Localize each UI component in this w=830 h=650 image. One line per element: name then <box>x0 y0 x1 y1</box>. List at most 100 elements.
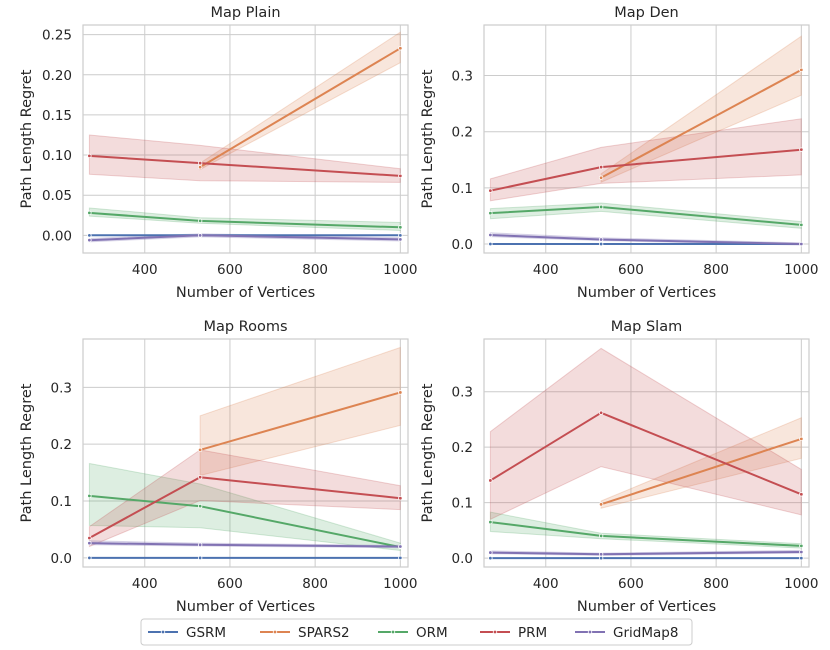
x-tick-label: 800 <box>302 576 328 592</box>
data-point-gridmap8 <box>398 544 403 549</box>
axes-frame <box>483 24 810 254</box>
panel-map-plain: 400 600 800 1000 0.00 0.05 0.10 0.15 0.20 0.25 Map… <box>19 5 418 301</box>
chart-title: Map Slam <box>611 319 682 335</box>
x-tick-label: 1000 <box>383 262 417 278</box>
chart-title: Map Plain <box>210 5 280 21</box>
x-tick-label: 800 <box>703 576 729 592</box>
data-point-spars2 <box>398 390 403 395</box>
y-tick-label: 0.2 <box>51 437 72 453</box>
y-tick-label: 0.1 <box>51 494 72 510</box>
band-orm <box>88 207 401 232</box>
data-point-gridmap8 <box>87 237 92 243</box>
bands-map-den <box>489 35 802 246</box>
data-point-gsrm <box>598 555 604 561</box>
y-tick-label: 0.1 <box>452 181 473 197</box>
legend-item-spars2: SPARS2 <box>260 625 350 641</box>
data-point-gsrm <box>197 555 203 561</box>
lines-map-rooms <box>87 390 403 561</box>
legend-box <box>140 618 693 646</box>
data-point-prm <box>488 188 493 193</box>
x-tick-label: 1000 <box>784 262 818 278</box>
legend-marker-gsrm <box>160 629 166 635</box>
data-point-gsrm <box>488 555 493 561</box>
legend-item-orm: ORM <box>378 625 448 641</box>
y-axis-label: Path Length Regret <box>19 69 35 208</box>
x-axis-label: Number of Vertices <box>577 285 716 301</box>
data-point-prm <box>87 153 92 159</box>
legend-label: GridMap8 <box>613 625 678 641</box>
x-axis-label: Number of Vertices <box>176 285 315 301</box>
data-point-gridmap8 <box>488 550 493 555</box>
data-point-spars2 <box>197 164 203 170</box>
data-point-orm <box>799 222 804 228</box>
data-point-gridmap8 <box>197 542 203 548</box>
lines-map-slam <box>488 410 804 561</box>
bands-map-plain <box>88 31 401 243</box>
data-point-gsrm <box>799 555 804 561</box>
data-point-spars2 <box>398 46 403 51</box>
y-tick-label: 0.25 <box>42 28 72 44</box>
legend-marker-gridmap8 <box>587 629 593 635</box>
y-tick-label: 0.10 <box>42 148 72 164</box>
x-axis-label: Number of Vertices <box>176 599 315 615</box>
data-point-spars2 <box>197 447 203 453</box>
data-point-prm <box>799 492 804 497</box>
data-point-orm <box>488 519 493 525</box>
bands-map-rooms <box>88 346 401 559</box>
y-tick-label: 0.20 <box>42 68 72 84</box>
lines-map-plain <box>87 46 403 243</box>
x-tick-label: 800 <box>703 262 729 278</box>
data-point-prm <box>197 474 203 480</box>
data-point-gridmap8 <box>87 540 92 546</box>
data-point-gsrm <box>87 555 92 561</box>
data-point-gsrm <box>398 233 403 238</box>
panel-map-slam: 400 600 800 1000 0.0 0.1 0.2 0.3 Map Slam Number … <box>420 319 819 615</box>
y-tick-label: 0.0 <box>452 237 473 253</box>
series-line-spars2 <box>600 437 802 506</box>
x-tick-label: 400 <box>533 576 559 592</box>
data-point-prm <box>197 160 203 166</box>
x-tick-label: 400 <box>533 262 559 278</box>
legend-label: SPARS2 <box>298 625 350 641</box>
band-prm <box>489 347 802 521</box>
x-tick-label: 600 <box>618 576 644 592</box>
x-tick-label: 400 <box>132 262 158 278</box>
data-point-prm <box>398 173 403 179</box>
data-point-prm <box>598 410 604 415</box>
legend-label: PRM <box>518 625 547 641</box>
chart-title: Map Rooms <box>203 319 287 335</box>
legend-label: ORM <box>416 625 448 641</box>
legend-item-prm: PRM <box>480 625 547 641</box>
data-point-orm <box>197 218 203 224</box>
data-point-gridmap8 <box>598 552 604 557</box>
data-point-orm <box>799 543 804 549</box>
y-tick-label: 0.00 <box>42 228 72 244</box>
data-point-orm <box>488 210 493 216</box>
data-point-spars2 <box>799 436 804 442</box>
axes-frame <box>483 338 810 568</box>
data-point-orm <box>598 533 604 539</box>
legend-item-gridmap8: GridMap8 <box>575 625 678 641</box>
legend-marker-orm <box>390 629 396 635</box>
y-tick-label: 0.0 <box>51 551 72 567</box>
data-point-orm <box>398 225 403 230</box>
x-tick-label: 600 <box>217 262 243 278</box>
data-point-prm <box>398 496 403 501</box>
data-point-prm <box>598 164 604 170</box>
y-tick-label: 0.3 <box>452 385 473 401</box>
data-point-gridmap8 <box>488 232 493 238</box>
band-spars2 <box>199 346 401 477</box>
data-point-gridmap8 <box>799 549 804 555</box>
y-tick-label: 0.1 <box>452 496 473 512</box>
data-point-prm <box>488 478 493 483</box>
data-point-gridmap8 <box>598 237 604 242</box>
x-tick-label: 1000 <box>383 576 417 592</box>
x-tick-label: 1000 <box>784 576 818 592</box>
panel-map-den: 400 600 800 1000 0.0 0.1 0.2 0.3 Map Den Number o… <box>420 5 819 301</box>
y-tick-label: 0.0 <box>452 551 473 567</box>
data-point-orm <box>197 503 203 509</box>
data-point-orm <box>87 210 92 216</box>
data-point-spars2 <box>799 67 804 73</box>
y-axis-label: Path Length Regret <box>420 69 436 208</box>
